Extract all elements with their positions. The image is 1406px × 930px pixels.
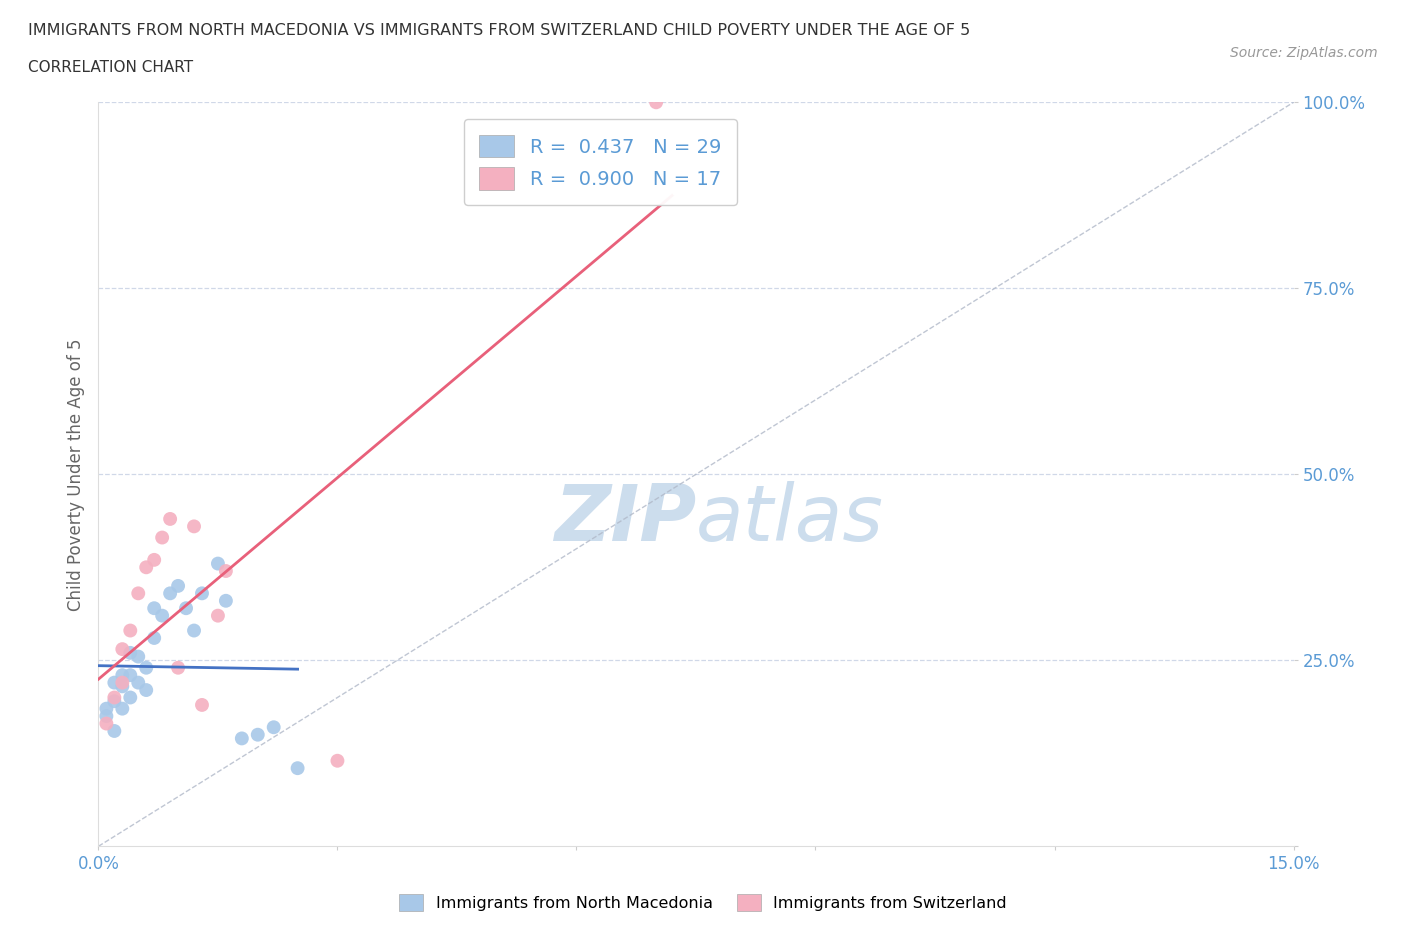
- Y-axis label: Child Poverty Under the Age of 5: Child Poverty Under the Age of 5: [66, 338, 84, 611]
- Point: [96, 716, 118, 731]
- Point: [174, 601, 197, 616]
- Point: [207, 608, 229, 623]
- Point: [120, 623, 142, 638]
- Point: [103, 694, 125, 709]
- Point: [645, 95, 668, 110]
- Point: [191, 586, 214, 601]
- Text: CORRELATION CHART: CORRELATION CHART: [28, 60, 193, 75]
- Point: [191, 698, 214, 712]
- Point: [103, 690, 125, 705]
- Point: [215, 564, 238, 578]
- Point: [120, 690, 142, 705]
- Point: [111, 675, 134, 690]
- Point: [159, 586, 181, 601]
- Point: [326, 753, 349, 768]
- Point: [127, 675, 149, 690]
- Point: [135, 560, 157, 575]
- Point: [183, 519, 205, 534]
- Point: [120, 645, 142, 660]
- Point: [135, 683, 157, 698]
- Point: [111, 701, 134, 716]
- Point: [127, 586, 149, 601]
- Text: atlas: atlas: [696, 481, 884, 557]
- Point: [263, 720, 285, 735]
- Point: [111, 642, 134, 657]
- Point: [183, 623, 205, 638]
- Point: [159, 512, 181, 526]
- Point: [103, 724, 125, 738]
- Point: [135, 660, 157, 675]
- Point: [167, 660, 190, 675]
- Point: [96, 701, 118, 716]
- Point: [246, 727, 269, 742]
- Point: [207, 556, 229, 571]
- Point: [143, 631, 166, 645]
- Point: [215, 593, 238, 608]
- Point: [150, 608, 173, 623]
- Legend: Immigrants from North Macedonia, Immigrants from Switzerland: Immigrants from North Macedonia, Immigra…: [392, 888, 1014, 917]
- Text: IMMIGRANTS FROM NORTH MACEDONIA VS IMMIGRANTS FROM SWITZERLAND CHILD POVERTY UND: IMMIGRANTS FROM NORTH MACEDONIA VS IMMIG…: [28, 23, 970, 38]
- Text: ZIP: ZIP: [554, 481, 696, 557]
- Point: [143, 601, 166, 616]
- Point: [103, 675, 125, 690]
- Text: Source: ZipAtlas.com: Source: ZipAtlas.com: [1230, 46, 1378, 60]
- Legend: R =  0.437   N = 29, R =  0.900   N = 17: R = 0.437 N = 29, R = 0.900 N = 17: [464, 119, 737, 206]
- Point: [96, 709, 118, 724]
- Point: [167, 578, 190, 593]
- Point: [111, 668, 134, 683]
- Point: [143, 552, 166, 567]
- Point: [111, 679, 134, 694]
- Point: [120, 668, 142, 683]
- Point: [287, 761, 309, 776]
- Point: [231, 731, 253, 746]
- Point: [150, 530, 173, 545]
- Point: [127, 649, 149, 664]
